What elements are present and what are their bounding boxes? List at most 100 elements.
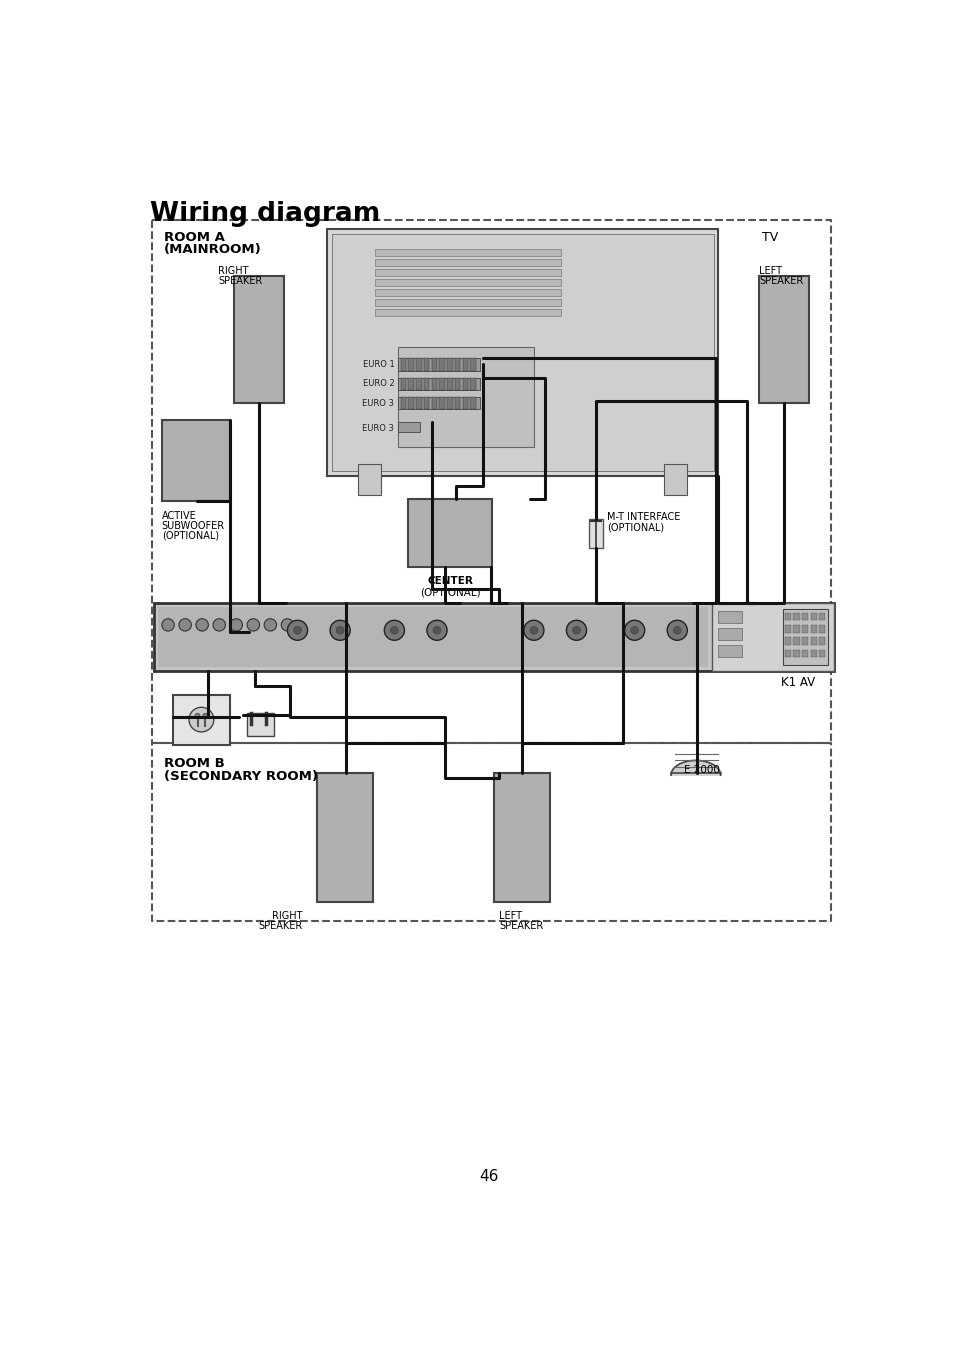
Polygon shape (670, 761, 720, 775)
Bar (397, 358, 479, 370)
Circle shape (203, 713, 208, 719)
Bar (340, 242, 703, 411)
Bar (408, 500, 492, 567)
Circle shape (427, 620, 447, 640)
Bar (397, 347, 534, 447)
Bar (408, 397, 414, 409)
Text: TV: TV (761, 231, 778, 243)
Text: LEFT: LEFT (759, 266, 781, 276)
Text: Wiring diagram: Wiring diagram (150, 200, 380, 227)
Circle shape (330, 620, 350, 640)
Bar (819, 612, 824, 620)
Text: (OPTIONAL): (OPTIONAL) (162, 531, 219, 540)
Bar (801, 638, 807, 644)
Circle shape (673, 627, 680, 634)
Bar (332, 234, 713, 471)
Bar (439, 378, 444, 390)
Text: EURO 3: EURO 3 (362, 399, 394, 408)
Bar (462, 378, 468, 390)
Bar (431, 358, 436, 370)
Bar (801, 626, 807, 632)
Bar (793, 612, 799, 620)
Bar (447, 378, 452, 390)
Bar (462, 358, 468, 370)
Text: (OPTIONAL): (OPTIONAL) (419, 588, 480, 597)
Text: CENTER: CENTER (427, 577, 473, 586)
Bar (663, 463, 686, 494)
Bar (711, 604, 833, 671)
Bar (233, 276, 284, 403)
Bar (819, 650, 824, 657)
Circle shape (530, 627, 537, 634)
Text: (MAINROOM): (MAINROOM) (164, 243, 262, 255)
Bar (247, 713, 274, 736)
Circle shape (162, 619, 174, 631)
Text: SPEAKER: SPEAKER (759, 276, 802, 286)
Text: M-T INTERFACE: M-T INTERFACE (607, 512, 680, 523)
Circle shape (630, 627, 638, 634)
Bar (470, 397, 476, 409)
Circle shape (230, 619, 242, 631)
Circle shape (287, 620, 307, 640)
Bar (375, 249, 560, 257)
Text: EURO 1: EURO 1 (362, 361, 394, 369)
Bar (793, 626, 799, 632)
Bar (431, 378, 436, 390)
Circle shape (195, 619, 208, 631)
Circle shape (281, 619, 294, 631)
Bar (375, 280, 560, 286)
Bar (173, 694, 230, 744)
Bar (819, 626, 824, 632)
Text: SUBWOOFER: SUBWOOFER (162, 521, 225, 531)
Bar (416, 378, 421, 390)
Bar (784, 612, 790, 620)
Circle shape (390, 627, 397, 634)
Circle shape (523, 620, 543, 640)
Bar (416, 397, 421, 409)
Bar (375, 309, 560, 316)
Bar (158, 607, 707, 667)
Circle shape (195, 713, 199, 719)
Circle shape (294, 627, 301, 634)
Bar (431, 397, 436, 409)
Circle shape (666, 620, 686, 640)
Circle shape (384, 620, 404, 640)
Text: E 2000: E 2000 (683, 765, 720, 775)
Bar (416, 358, 421, 370)
Bar (408, 378, 414, 390)
Bar (375, 289, 560, 296)
Text: SPEAKER: SPEAKER (218, 276, 262, 286)
Text: SPEAKER: SPEAKER (498, 920, 542, 931)
Bar (758, 276, 808, 403)
Bar (408, 358, 414, 370)
Bar (493, 773, 550, 902)
Text: K1 AV: K1 AV (781, 677, 815, 689)
Text: EURO 2: EURO 2 (362, 380, 394, 388)
Bar (801, 650, 807, 657)
Bar (718, 628, 740, 640)
Bar (793, 650, 799, 657)
Bar (316, 773, 373, 902)
Text: ROOM A: ROOM A (164, 231, 225, 243)
Circle shape (179, 619, 192, 631)
Bar (357, 463, 381, 494)
Text: ACTIVE: ACTIVE (162, 511, 196, 521)
Text: (OPTIONAL): (OPTIONAL) (607, 523, 664, 532)
Bar (810, 612, 816, 620)
Bar (439, 358, 444, 370)
Text: SPEAKER: SPEAKER (257, 920, 302, 931)
Text: RIGHT: RIGHT (218, 266, 249, 276)
Bar (447, 397, 452, 409)
Bar (462, 397, 468, 409)
Text: 46: 46 (478, 1169, 498, 1185)
Bar (810, 650, 816, 657)
Bar (375, 259, 560, 266)
Bar (447, 358, 452, 370)
Bar (397, 378, 479, 390)
Bar (784, 650, 790, 657)
Bar (439, 397, 444, 409)
Circle shape (213, 619, 225, 631)
Bar (801, 612, 807, 620)
Circle shape (572, 627, 579, 634)
Bar (397, 423, 419, 431)
